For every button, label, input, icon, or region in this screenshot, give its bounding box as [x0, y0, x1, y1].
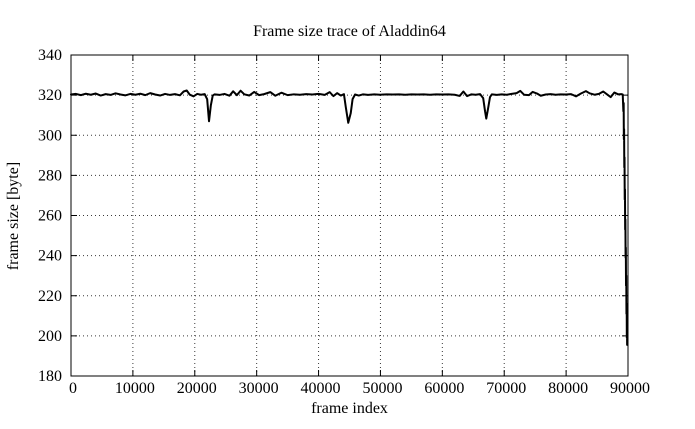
x-tick-label: 40000	[301, 380, 341, 397]
y-tick-label: 300	[38, 127, 62, 144]
y-tick-label: 260	[38, 208, 62, 225]
y-tick-label: 280	[38, 167, 62, 184]
x-tick-label: 30000	[239, 380, 279, 397]
x-tick-label: 80000	[548, 380, 588, 397]
x-tick-label: 60000	[424, 380, 464, 397]
y-tick-label: 320	[38, 87, 62, 104]
y-tick-label: 220	[38, 288, 62, 305]
plot-frame	[70, 54, 629, 377]
y-tick-label: 340	[38, 47, 62, 64]
x-tick-label: 50000	[362, 380, 402, 397]
x-tick-label: 0	[69, 380, 77, 397]
y-tick-label: 180	[38, 368, 62, 385]
x-tick-label: 70000	[486, 380, 526, 397]
x-axis-label: frame index	[311, 400, 388, 417]
data-line	[70, 89, 629, 346]
chart-title: Frame size trace of Aladdin64	[253, 23, 446, 40]
x-tick-label: 20000	[177, 380, 217, 397]
x-tick-label: 10000	[115, 380, 155, 397]
y-tick-label: 240	[38, 248, 62, 265]
x-tick-label: 90000	[610, 380, 650, 397]
y-tick-label: 200	[38, 328, 62, 345]
